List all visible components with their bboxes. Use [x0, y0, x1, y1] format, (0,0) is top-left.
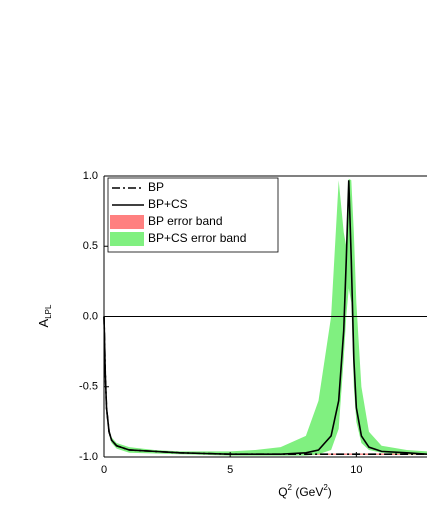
- x-tick-label: 5: [227, 464, 233, 476]
- y-tick-label: 1.0: [83, 170, 98, 182]
- y-tick-label: -0.5: [79, 381, 98, 393]
- x-axis-label: Q2 (GeV2): [278, 483, 332, 499]
- y-tick-label: 0.5: [83, 240, 98, 252]
- legend-label: BP error band: [148, 214, 223, 228]
- y-tick-label: -1.0: [79, 451, 98, 463]
- x-label-sup: 2: [323, 483, 328, 492]
- legend-swatch: [110, 215, 144, 229]
- x-label-part: Q: [278, 485, 287, 499]
- y-tick-label: 0.0: [83, 310, 98, 322]
- y-label-sub: LPL: [44, 304, 53, 319]
- line: [103, 180, 427, 455]
- x-tick-label: 0: [101, 464, 107, 476]
- x-label-part: (GeV: [292, 485, 323, 499]
- y-axis-label: ALPL: [36, 304, 53, 327]
- x-label-sup: 2: [288, 483, 293, 492]
- legend-swatch: [110, 232, 144, 246]
- y-label-main: A: [36, 318, 51, 327]
- line: [103, 316, 427, 455]
- error-band: [104, 316, 427, 455]
- x-label-part: ): [328, 485, 332, 499]
- legend-label: BP: [148, 180, 164, 194]
- legend-label: BP+CS error band: [148, 231, 246, 245]
- legend-label: BP+CS: [148, 197, 188, 211]
- x-tick-label: 10: [350, 464, 362, 476]
